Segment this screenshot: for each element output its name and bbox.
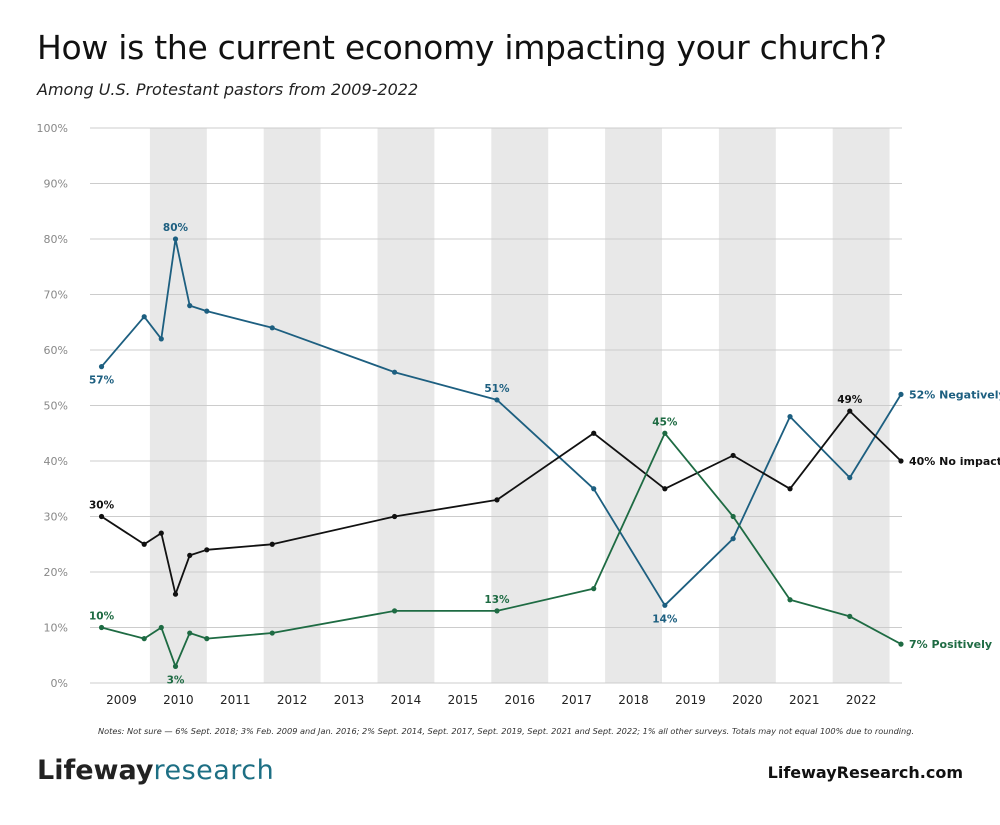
logo-word-lifeway: Lifeway: [37, 755, 154, 786]
data-point-no_impact: [591, 430, 597, 436]
data-point-no_impact: [204, 547, 210, 553]
data-point-positively: [494, 608, 500, 614]
x-tick-label: 2017: [561, 693, 592, 707]
data-point-negatively: [787, 414, 793, 420]
x-tick-label: 2015: [448, 693, 479, 707]
data-point-no_impact: [98, 513, 105, 520]
data-point-negatively: [98, 364, 105, 370]
website-url: LifewayResearch.com: [767, 763, 963, 782]
y-tick-label: 0%: [51, 677, 68, 690]
data-label-positively: 3%: [167, 674, 185, 686]
y-tick-label: 90%: [44, 178, 68, 191]
data-label-no_impact: 49%: [837, 394, 863, 406]
data-point-no_impact: [187, 552, 193, 558]
x-tick-label: 2010: [163, 693, 194, 707]
data-point-negatively: [494, 397, 500, 403]
data-label-negatively: 14%: [652, 613, 678, 625]
y-tick-label: 50%: [44, 400, 68, 413]
data-point-positively: [898, 641, 904, 647]
chart-notes: Notes: Not sure — 6% Sept. 2018; 3% Feb.…: [98, 726, 915, 736]
data-point-negatively: [204, 308, 210, 314]
data-point-no_impact: [141, 541, 147, 547]
data-point-positively: [158, 624, 164, 631]
x-tick-label: 2014: [391, 693, 422, 707]
lifeway-research-logo: Lifewayresearch: [37, 755, 274, 786]
x-tick-label: 2020: [732, 693, 763, 707]
data-label-positively: 10%: [89, 611, 115, 623]
data-point-positively: [662, 430, 668, 436]
data-point-no_impact: [847, 408, 853, 414]
data-point-no_impact: [787, 486, 793, 492]
data-point-no_impact: [269, 541, 275, 547]
end-label-no_impact: 40% No impact: [909, 455, 1000, 468]
data-point-positively: [391, 608, 398, 614]
x-tick-label: 2012: [277, 693, 308, 707]
y-tick-label: 70%: [44, 289, 68, 302]
x-tick-label: 2016: [504, 693, 535, 707]
x-tick-label: 2009: [106, 693, 137, 707]
data-point-positively: [787, 597, 793, 603]
x-tick-label: 2011: [220, 693, 251, 707]
data-label-positively: 45%: [652, 416, 678, 428]
data-point-no_impact: [391, 513, 398, 520]
y-tick-label: 100%: [37, 122, 68, 135]
data-point-negatively: [187, 303, 193, 309]
data-point-negatively: [730, 536, 736, 542]
y-tick-label: 30%: [44, 511, 68, 524]
data-point-no_impact: [730, 452, 736, 459]
data-point-positively: [187, 630, 193, 636]
data-label-negatively: 51%: [484, 383, 510, 395]
data-point-negatively: [391, 369, 398, 375]
y-tick-label: 60%: [44, 344, 68, 357]
data-point-negatively: [158, 336, 164, 342]
chart-subtitle: Among U.S. Protestant pastors from 2009-…: [37, 80, 419, 99]
x-tick-label: 2013: [334, 693, 365, 707]
data-point-positively: [730, 513, 736, 520]
data-point-negatively: [591, 486, 597, 492]
data-point-negatively: [898, 391, 904, 397]
data-point-negatively: [662, 602, 668, 608]
data-point-no_impact: [158, 530, 164, 536]
data-point-positively: [847, 613, 853, 620]
end-label-positively: 7% Positively: [909, 638, 992, 651]
x-tick-label: 2021: [789, 693, 820, 707]
data-label-negatively: 57%: [89, 375, 115, 387]
y-tick-label: 40%: [44, 455, 68, 468]
data-label-positively: 13%: [484, 594, 510, 606]
line-chart: 0% 10% 20% 30% 40% 50% 60% 70% 80% 90% 100% 2009 201…: [37, 122, 1000, 707]
data-label-negatively: 80%: [163, 222, 189, 234]
x-tick-label: 2018: [618, 693, 649, 707]
y-tick-label: 80%: [44, 233, 68, 246]
x-tick-label: 2022: [846, 693, 877, 707]
data-point-negatively: [847, 475, 853, 481]
data-point-no_impact: [494, 497, 500, 503]
end-label-negatively: 52% Negatively: [909, 388, 1000, 401]
logo-word-research: research: [153, 755, 275, 786]
data-point-positively: [141, 636, 147, 642]
data-point-no_impact: [662, 486, 668, 492]
chart-title: How is the current economy impacting you…: [37, 28, 887, 67]
data-point-positively: [591, 586, 597, 592]
data-point-positively: [204, 636, 210, 642]
data-point-positively: [172, 663, 179, 669]
data-point-no_impact: [898, 458, 904, 464]
y-tick-label: 20%: [44, 566, 68, 579]
data-point-negatively: [269, 325, 275, 331]
data-point-negatively: [141, 314, 147, 320]
x-tick-label: 2019: [675, 693, 706, 707]
data-point-positively: [269, 630, 275, 636]
data-point-positively: [98, 624, 105, 631]
data-point-negatively: [172, 236, 179, 242]
data-label-no_impact: 30%: [89, 500, 115, 512]
y-tick-label: 10%: [44, 622, 68, 635]
data-point-no_impact: [172, 591, 179, 597]
